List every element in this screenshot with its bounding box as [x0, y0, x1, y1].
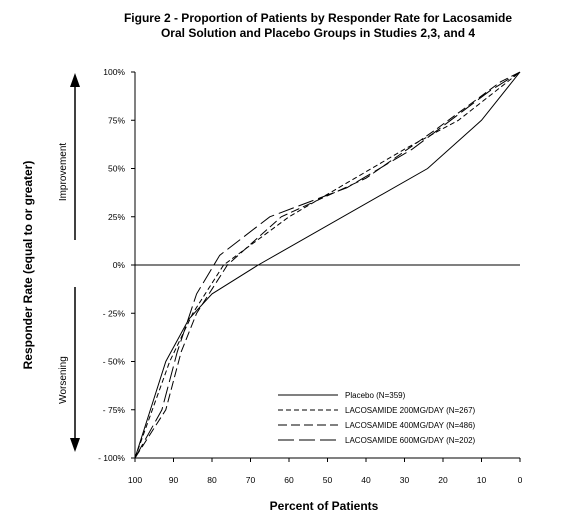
y-tick-label: 0% — [113, 260, 126, 270]
x-tick-label: 40 — [361, 475, 371, 485]
x-tick-label: 10 — [477, 475, 487, 485]
x-tick-label: 80 — [207, 475, 217, 485]
legend-label: LACOSAMIDE 200MG/DAY (N=267) — [345, 406, 476, 415]
legend: Placebo (N=359) LACOSAMIDE 200MG/DAY (N=2… — [278, 391, 476, 445]
y-tick-label: 100% — [103, 67, 125, 77]
x-tick-label: 20 — [438, 475, 448, 485]
y-tick-label: - 25% — [103, 308, 126, 318]
legend-label: LACOSAMIDE 600MG/DAY (N=202) — [345, 436, 476, 445]
y-tick-label: 25% — [108, 212, 125, 222]
x-tick-label: 100 — [128, 475, 142, 485]
y-axis-ticks: 100% 75% 50% 25% 0% - 25% - 50% - 75% - 100% — [98, 67, 135, 463]
series-line-3 — [134, 71, 521, 459]
worsening-label: Worsening — [58, 356, 69, 404]
x-tick-label: 0 — [518, 475, 523, 485]
legend-label: Placebo (N=359) — [345, 391, 406, 400]
x-axis-label: Percent of Patients — [270, 499, 379, 513]
improvement-arrow — [70, 73, 80, 240]
x-tick-label: 50 — [323, 475, 333, 485]
chart-title-line-1: Figure 2 - Proportion of Patients by Res… — [124, 11, 512, 25]
series-line-0 — [134, 71, 521, 459]
x-tick-label: 60 — [284, 475, 294, 485]
y-tick-label: - 50% — [103, 357, 126, 367]
chart-title-line-2: Oral Solution and Placebo Groups in Stud… — [161, 26, 475, 40]
improvement-label: Improvement — [58, 143, 69, 202]
x-axis-ticks: 100 90 80 70 60 50 40 30 20 10 0 — [128, 458, 523, 485]
y-tick-label: 75% — [108, 115, 125, 125]
x-tick-label: 70 — [246, 475, 256, 485]
y-tick-label: - 75% — [103, 405, 126, 415]
series-line-2 — [134, 71, 521, 459]
worsening-arrow — [70, 287, 80, 452]
y-tick-label: - 100% — [98, 453, 125, 463]
x-tick-label: 90 — [169, 475, 179, 485]
series-lines — [134, 71, 521, 459]
legend-label: LACOSAMIDE 400MG/DAY (N=486) — [345, 421, 476, 430]
y-axis-label: Responder Rate (equal to or greater) — [21, 161, 35, 370]
y-tick-label: 50% — [108, 164, 125, 174]
x-tick-label: 30 — [400, 475, 410, 485]
